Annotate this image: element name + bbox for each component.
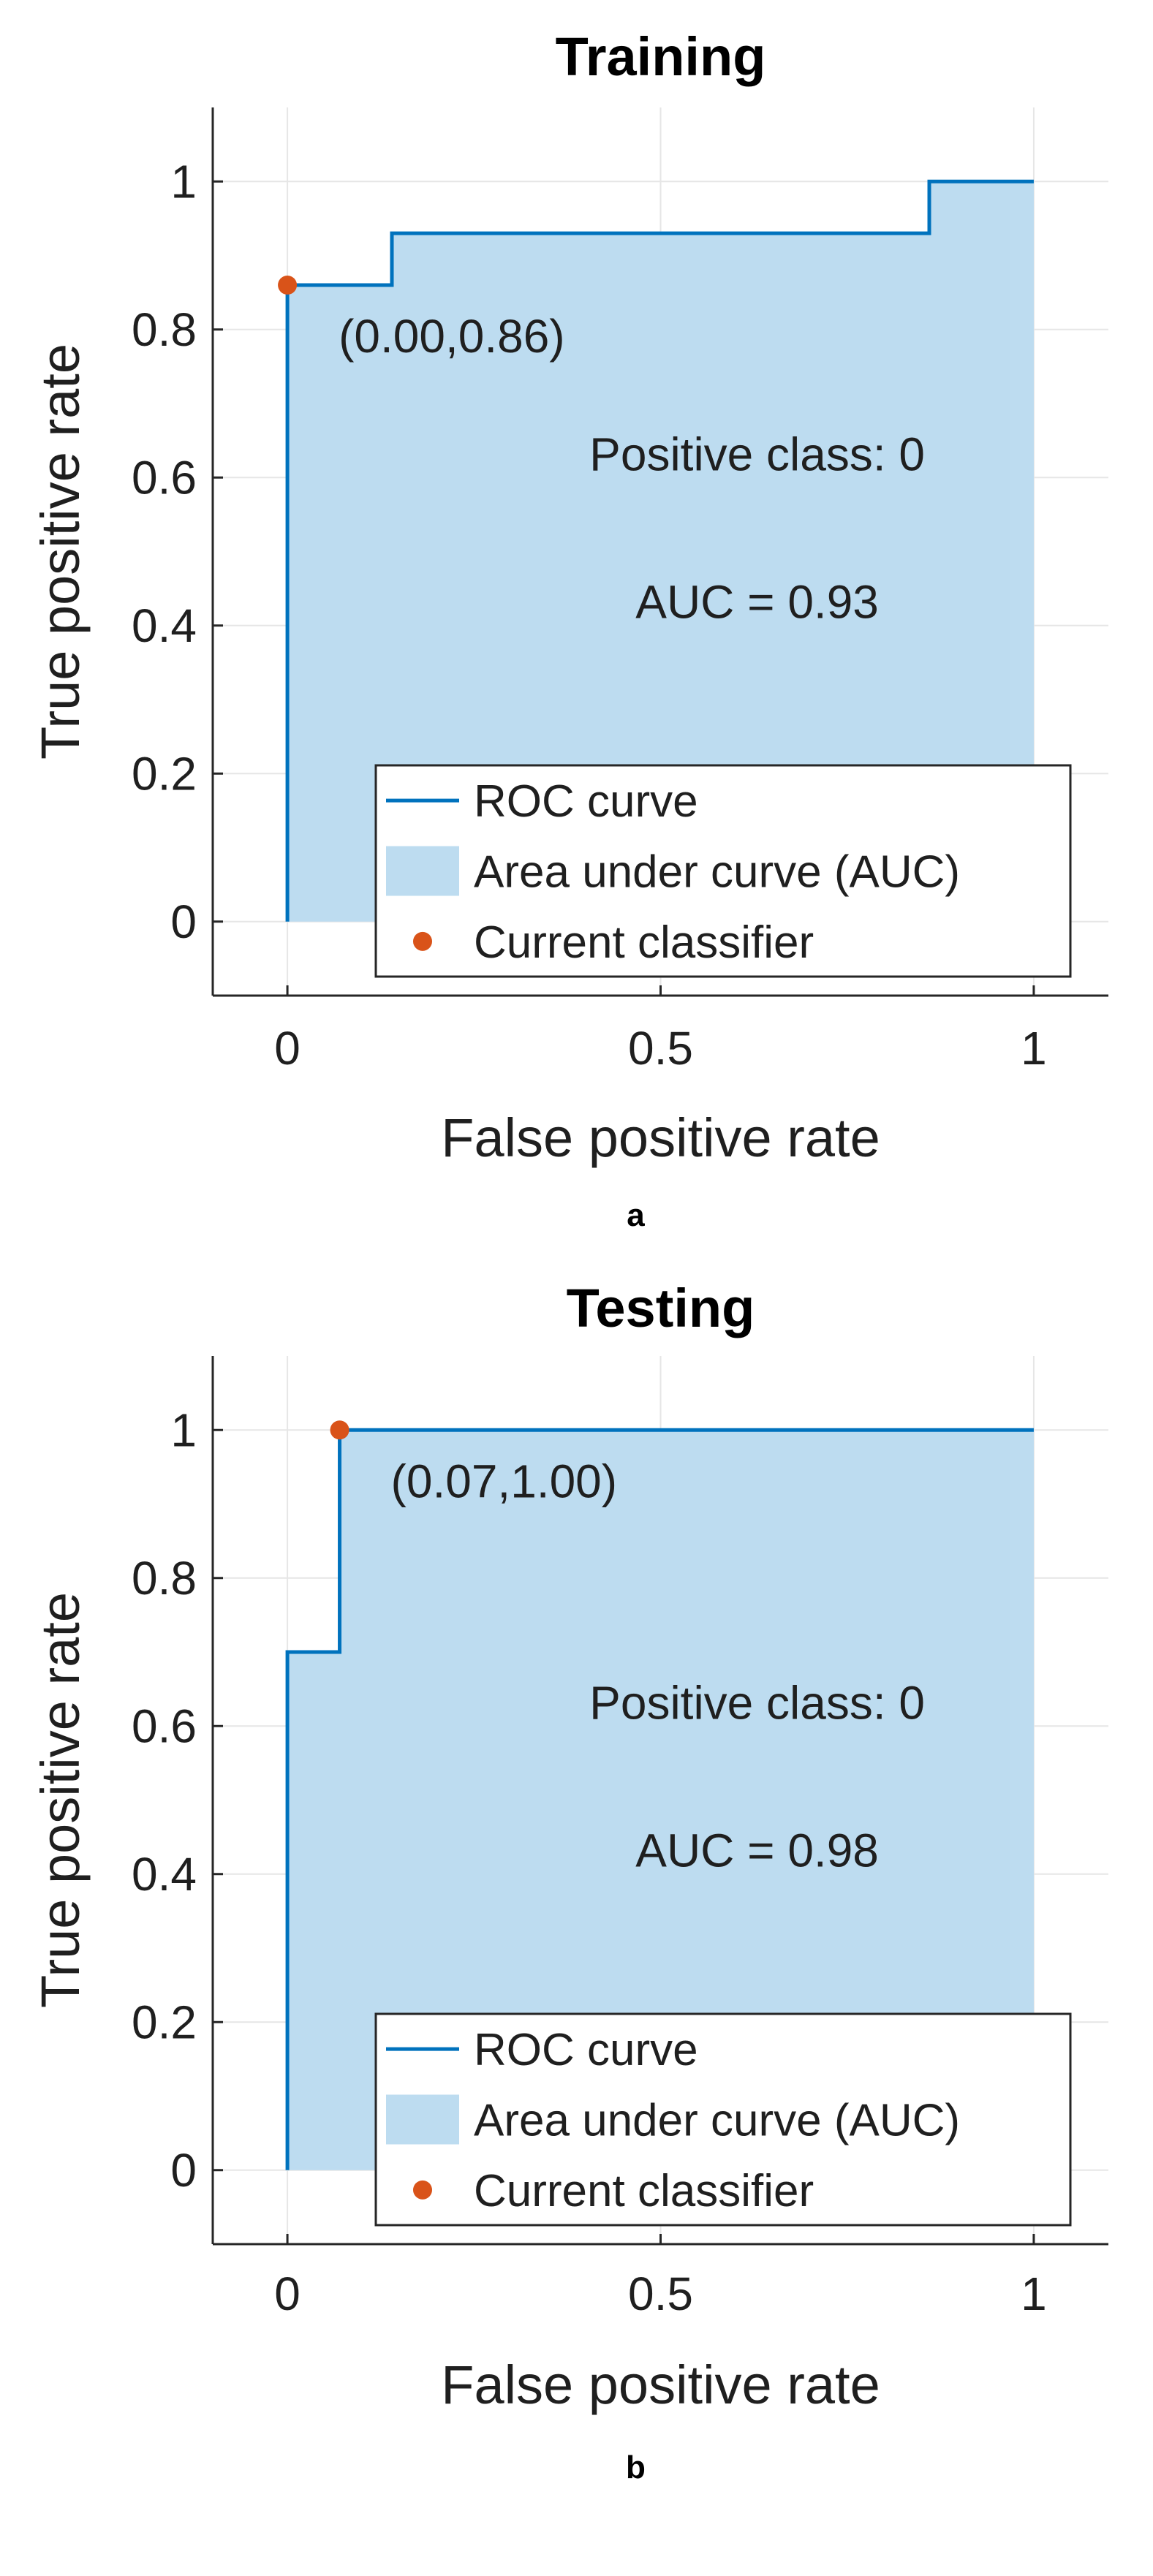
x-tick-label: 0.5 xyxy=(628,2268,693,2320)
y-tick-label: 0.4 xyxy=(132,599,197,652)
x-axis-label: False positive rate xyxy=(441,1107,880,1168)
current-classifier-point xyxy=(278,276,298,295)
y-tick-label: 0.2 xyxy=(132,747,197,800)
x-tick-label: 0 xyxy=(274,2268,300,2320)
chart-title: Testing xyxy=(567,1278,755,1338)
current-classifier-label: (0.07,1.00) xyxy=(391,1455,618,1507)
chart-panel-a: Training 0 0.5 1 0 0.2 0.4 0.6 0.8 1 False positiv… xyxy=(30,26,1108,1233)
x-tick-label: 1 xyxy=(1021,1022,1047,1075)
legend-label-roc: ROC curve xyxy=(474,2025,698,2075)
y-axis-label: True positive rate xyxy=(30,1592,91,2008)
legend-swatch-auc xyxy=(386,846,459,896)
roc-curve-line xyxy=(285,1428,1034,2170)
legend-label-classifier: Current classifier xyxy=(474,917,814,968)
current-classifier-point xyxy=(330,1420,349,1440)
panel-label: a xyxy=(627,1197,645,1233)
annotation-positive-class: Positive class: 0 xyxy=(589,1676,925,1729)
legend: ROC curve Area under curve (AUC) Current c… xyxy=(374,2012,1072,2227)
y-tick-label: 1 xyxy=(170,1403,197,1456)
y-tick-label: 1 xyxy=(170,155,197,208)
legend-box xyxy=(374,2012,1072,2227)
x-axis-label: False positive rate xyxy=(441,2355,880,2415)
x-tick-label: 0.5 xyxy=(628,1022,693,1075)
legend-swatch-auc xyxy=(386,2094,459,2145)
panel-label: b xyxy=(626,2450,646,2485)
y-tick-label: 0 xyxy=(170,895,197,948)
y-tick-label: 0.6 xyxy=(132,1700,197,1752)
current-classifier-label: (0.00,0.86) xyxy=(339,310,565,363)
legend-label-auc: Area under curve (AUC) xyxy=(474,2096,960,2146)
annotation-positive-class: Positive class: 0 xyxy=(589,428,925,480)
x-tick-label: 1 xyxy=(1021,2268,1047,2320)
legend-label-classifier: Current classifier xyxy=(474,2166,814,2216)
annotation-auc-value: AUC = 0.93 xyxy=(635,576,879,629)
auc-area xyxy=(287,181,1034,922)
chart-panel-b: Testing 0 0.5 1 0 0.2 0.4 0.6 0.8 1 False positive… xyxy=(30,1278,1108,2485)
legend-box xyxy=(374,764,1072,978)
y-tick-label: 0.2 xyxy=(132,1996,197,2048)
legend: ROC curve Area under curve (AUC) Current c… xyxy=(374,764,1072,978)
x-tick-label: 0 xyxy=(274,1022,300,1075)
y-tick-label: 0 xyxy=(170,2144,197,2197)
y-tick-label: 0.4 xyxy=(132,1848,197,1901)
y-tick-label: 0.8 xyxy=(132,303,197,356)
legend-label-auc: Area under curve (AUC) xyxy=(474,847,960,898)
legend-swatch-classifier xyxy=(413,2180,432,2200)
chart-title: Training xyxy=(556,26,766,87)
y-tick-label: 0.8 xyxy=(132,1552,197,1605)
legend-label-roc: ROC curve xyxy=(474,776,698,827)
legend-swatch-classifier xyxy=(413,931,432,951)
annotation-auc-value: AUC = 0.98 xyxy=(635,1825,879,1877)
auc-area xyxy=(287,1430,1034,2170)
y-axis-label: True positive rate xyxy=(30,344,91,759)
y-tick-label: 0.6 xyxy=(132,451,197,504)
